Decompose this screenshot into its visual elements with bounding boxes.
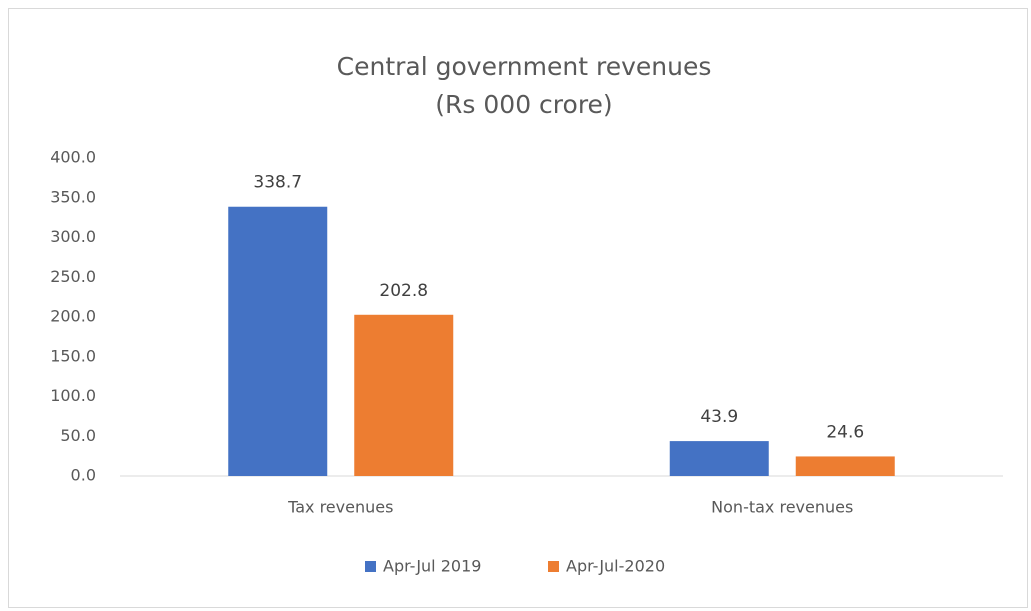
x-tick-label: Tax revenues [287, 498, 393, 517]
data-label: 202.8 [379, 281, 428, 301]
y-tick-label: 150.0 [50, 346, 96, 365]
y-tick-label: 250.0 [50, 267, 96, 286]
chart-subtitle: (Rs 000 crore) [435, 90, 612, 119]
chart-title: Central government revenues [337, 52, 712, 81]
y-tick-label: 200.0 [50, 307, 96, 326]
y-tick-label: 300.0 [50, 227, 96, 246]
x-tick-label: Non-tax revenues [711, 498, 853, 517]
y-tick-label: 400.0 [50, 148, 96, 167]
y-tick-label: 0.0 [71, 466, 96, 485]
chart-border [8, 8, 1028, 608]
y-tick-label: 100.0 [50, 386, 96, 405]
legend-swatch [548, 561, 559, 572]
bar [354, 314, 454, 476]
legend-label: Apr-Jul-2020 [566, 557, 665, 576]
data-label: 338.7 [253, 173, 302, 193]
y-tick-label: 350.0 [50, 187, 96, 206]
bar [228, 206, 328, 476]
legend-label: Apr-Jul 2019 [383, 557, 481, 576]
data-label: 24.6 [826, 422, 864, 442]
legend-swatch [365, 561, 376, 572]
bar [795, 456, 895, 476]
data-label: 43.9 [700, 407, 738, 427]
y-tick-label: 50.0 [60, 426, 96, 445]
bar [669, 441, 769, 476]
